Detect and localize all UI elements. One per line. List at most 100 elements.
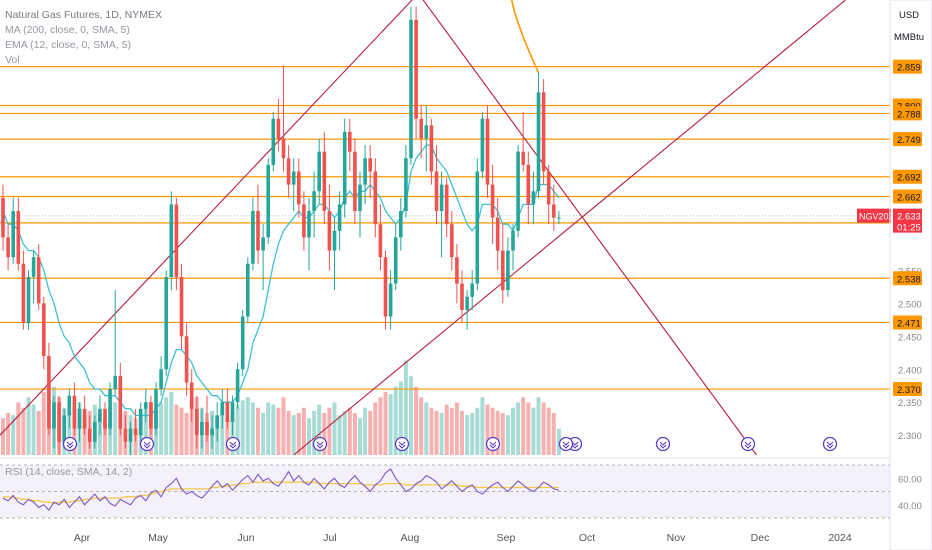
time-axis: Apr May Jun Jul Aug Sep Oct Nov Dec 2024 xyxy=(74,532,852,544)
candle-body xyxy=(149,402,153,429)
volume-bar xyxy=(434,410,439,455)
legend-symbol[interactable]: Natural Gas Futures, 1D, NYMEX xyxy=(5,9,162,21)
volume-bar xyxy=(6,413,11,455)
event-marker-glyph xyxy=(398,441,406,449)
volume-bar xyxy=(516,402,521,455)
event-marker-glyph xyxy=(659,441,667,449)
candle-body xyxy=(230,402,235,423)
volume-bar xyxy=(327,407,332,455)
event-markers[interactable] xyxy=(62,436,838,452)
volume-bar xyxy=(541,402,546,455)
volume-bar xyxy=(342,410,347,455)
event-marker-icon xyxy=(740,436,756,452)
level-price-label-bg xyxy=(893,271,922,286)
volume-bar xyxy=(393,386,398,455)
candle-body xyxy=(77,408,82,429)
level-price-label: 2.749 xyxy=(897,135,921,146)
candle-body xyxy=(210,428,214,436)
event-marker-icon xyxy=(655,436,671,452)
candle-body xyxy=(138,408,143,436)
candle-body xyxy=(450,224,454,258)
candle-body xyxy=(184,336,189,383)
volume-bar xyxy=(184,413,189,455)
candle-body xyxy=(256,211,260,251)
candle-body xyxy=(205,422,209,436)
candle-body xyxy=(42,303,46,357)
volume-bar xyxy=(21,407,26,455)
volume-bar xyxy=(352,413,357,455)
candle-body xyxy=(87,428,92,442)
candle-body xyxy=(189,382,194,409)
volume-bar xyxy=(1,418,5,455)
candle-body xyxy=(235,369,240,403)
candle-body xyxy=(363,158,367,185)
volume-bar xyxy=(256,407,260,455)
candle-body xyxy=(353,151,357,212)
candle-body xyxy=(495,217,500,251)
candle-body xyxy=(312,191,316,212)
trendline xyxy=(0,0,413,436)
candle-body xyxy=(98,408,102,423)
volume-bar xyxy=(312,410,317,455)
candle-body xyxy=(240,316,245,370)
event-marker-glyph xyxy=(826,441,834,449)
volume-bar xyxy=(220,407,225,455)
candle-body xyxy=(501,250,505,291)
candle-body xyxy=(220,402,225,416)
price-tick-label: 2.400 xyxy=(898,365,922,376)
volume-bar xyxy=(531,407,536,455)
level-price-label-bg xyxy=(893,169,922,184)
candle-body xyxy=(291,171,296,185)
candle-body xyxy=(133,428,138,436)
candle-body xyxy=(516,151,520,231)
volume-bar xyxy=(388,394,393,455)
volume-bar xyxy=(11,415,16,455)
rsi-tick-label: 60.00 xyxy=(898,474,922,485)
event-marker-icon xyxy=(485,436,501,452)
candle-body xyxy=(93,422,97,442)
volume-bar xyxy=(317,404,322,455)
candle-body xyxy=(123,428,128,442)
candle-body xyxy=(506,250,510,291)
candle-body xyxy=(444,184,449,225)
volume-bar xyxy=(286,410,291,455)
level-price-label-bg xyxy=(893,59,922,74)
time-tick-label: Dec xyxy=(751,532,770,544)
candle-body xyxy=(526,164,531,205)
price-tick-label: 2.350 xyxy=(898,398,922,409)
candle-body xyxy=(276,118,281,139)
volume-bar xyxy=(485,404,490,455)
volume-bar xyxy=(398,381,403,455)
candle-body xyxy=(409,19,413,159)
volume-bar xyxy=(235,404,240,455)
legend-vol[interactable]: Vol xyxy=(5,54,20,66)
ma-200-path xyxy=(510,0,540,73)
unit-button[interactable]: MMBtu xyxy=(893,31,925,43)
level-price-label: 2.692 xyxy=(897,173,921,184)
legend-ma[interactable]: MA (200, close, 0, SMA, 5) xyxy=(5,24,130,36)
legend-ema[interactable]: EMA (12, close, 0, SMA, 5) xyxy=(5,39,132,51)
event-marker-icon xyxy=(822,436,838,452)
time-tick-label: Apr xyxy=(74,532,91,544)
candle-body xyxy=(57,402,61,442)
candle-body xyxy=(154,389,158,429)
candle-body xyxy=(424,125,429,139)
candle-body xyxy=(470,283,474,297)
candle-body xyxy=(419,118,423,139)
candle-body xyxy=(82,408,87,429)
volume-bar xyxy=(103,418,107,455)
candle-body xyxy=(26,276,31,324)
volume-bar xyxy=(250,402,255,455)
candle-body xyxy=(200,422,204,436)
volume-bar xyxy=(505,415,510,455)
volume-bar xyxy=(409,376,413,455)
volume-bar xyxy=(281,397,286,455)
candle-body xyxy=(169,204,174,277)
currency-button[interactable]: USD xyxy=(898,9,920,21)
level-price-label-bg xyxy=(893,132,922,147)
candle-body xyxy=(144,402,148,409)
rsi-legend: RSI (14, close, SMA, 14, 2) xyxy=(5,466,132,478)
candle-body xyxy=(179,276,184,337)
volume-bar xyxy=(16,402,21,455)
